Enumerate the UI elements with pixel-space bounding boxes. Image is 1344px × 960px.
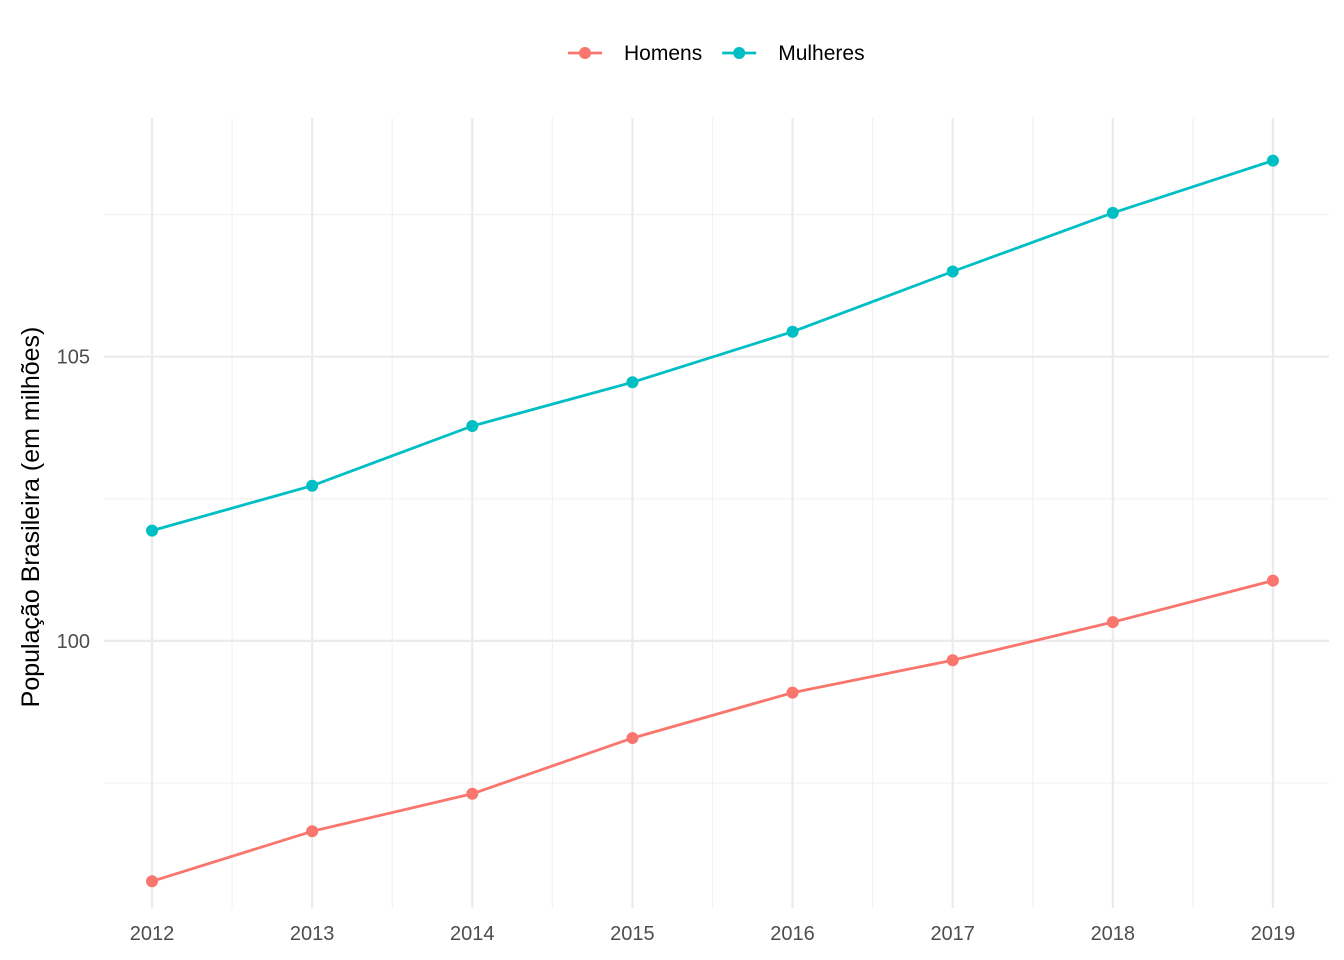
legend: Homens Mulheres <box>568 42 865 65</box>
x-tick-label: 2014 <box>450 923 495 945</box>
y-tick-label: 100 <box>57 631 90 653</box>
data-point-mulheres <box>786 325 799 338</box>
x-tick-label: 2015 <box>610 923 655 945</box>
legend-label-mulheres: Mulheres <box>778 42 864 65</box>
x-tick-label: 2013 <box>290 923 335 945</box>
data-point-mulheres <box>946 265 959 278</box>
data-point-mulheres <box>1266 154 1279 167</box>
y-axis-title: População Brasileira (em milhões) <box>17 327 45 708</box>
x-tick-label: 2018 <box>1091 923 1136 945</box>
legend-key-point-mulheres <box>733 47 746 59</box>
x-tick-label: 2017 <box>930 923 975 945</box>
y-tick-label: 105 <box>57 347 90 369</box>
y-axis-ticks: 100 105 <box>57 347 90 653</box>
legend-key-point-homens <box>579 47 591 59</box>
series-line-mulheres <box>151 159 1274 532</box>
series-line-homens <box>151 579 1274 883</box>
data-point-homens <box>306 825 319 838</box>
x-tick-label: 2016 <box>770 923 815 945</box>
grid-lines <box>104 118 1329 908</box>
x-tick-label: 2012 <box>130 923 175 945</box>
data-point-homens <box>626 732 639 745</box>
data-point-mulheres <box>146 524 159 537</box>
x-tick-label: 2019 <box>1251 923 1296 945</box>
data-point-mulheres <box>626 376 639 389</box>
data-point-homens <box>1266 574 1279 587</box>
data-point-mulheres <box>466 420 479 433</box>
data-point-mulheres <box>306 479 319 492</box>
data-point-mulheres <box>1106 206 1119 219</box>
data-point-homens <box>1106 616 1119 629</box>
series-layer <box>146 154 1279 888</box>
data-point-homens <box>466 787 479 800</box>
data-point-homens <box>786 686 799 699</box>
data-point-homens <box>146 875 159 888</box>
data-point-homens <box>946 654 959 667</box>
legend-label-homens: Homens <box>624 42 702 65</box>
x-axis-ticks: 2012 2013 2014 2015 2016 2017 2018 2019 <box>130 923 1295 945</box>
